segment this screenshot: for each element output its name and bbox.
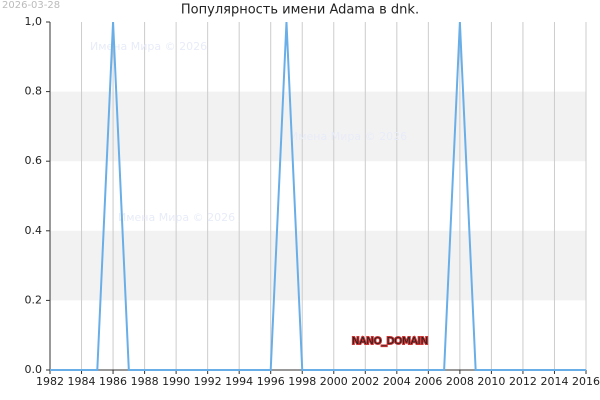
- y-tick-label: 0.2: [25, 293, 43, 306]
- x-tick-label: 1996: [257, 375, 285, 388]
- line: [50, 21, 586, 371]
- x-tick-label: 1992: [194, 375, 222, 388]
- watermark: Имена Мира © 2026: [290, 130, 407, 143]
- watermark: Имена Мира © 2026: [118, 211, 235, 224]
- x-tick-label: 1990: [162, 375, 190, 388]
- x-tick-label: 1988: [131, 375, 159, 388]
- x-tick-label: 2008: [446, 375, 474, 388]
- chart-title: Популярность имени Adama в dnk.: [181, 3, 419, 18]
- x-tick-label: 2016: [572, 375, 600, 388]
- y-tick-label: 0.8: [25, 85, 43, 98]
- y-tick-label: 0.4: [25, 224, 43, 237]
- grid-band: [50, 91, 586, 162]
- x-tick-label: 2002: [351, 375, 379, 388]
- y-tick-label: 0.6: [25, 154, 43, 167]
- x-tick-label: 1982: [36, 375, 64, 388]
- x-tick-label: 1986: [99, 375, 127, 388]
- y-tick-label: 0.0: [25, 363, 43, 376]
- x-tick-label: 2006: [414, 375, 442, 388]
- x-tick-label: 2014: [540, 375, 568, 388]
- watermark: Имена Мира © 2026: [90, 40, 207, 53]
- x-tick-label: 2004: [383, 375, 411, 388]
- grid-band: [50, 230, 586, 301]
- date-stamp: 2026-03-28: [2, 0, 60, 11]
- x-tick-label: 1984: [68, 375, 96, 388]
- x-tick-label: 2000: [320, 375, 348, 388]
- annotation: NANO_DOMAIN: [352, 336, 428, 347]
- x-tick-label: 2012: [509, 375, 537, 388]
- x-tick-label: 1998: [288, 375, 316, 388]
- y-tick-label: 1,0: [25, 15, 43, 28]
- x-tick-label: 2010: [477, 375, 505, 388]
- x-tick-label: 1994: [225, 375, 253, 388]
